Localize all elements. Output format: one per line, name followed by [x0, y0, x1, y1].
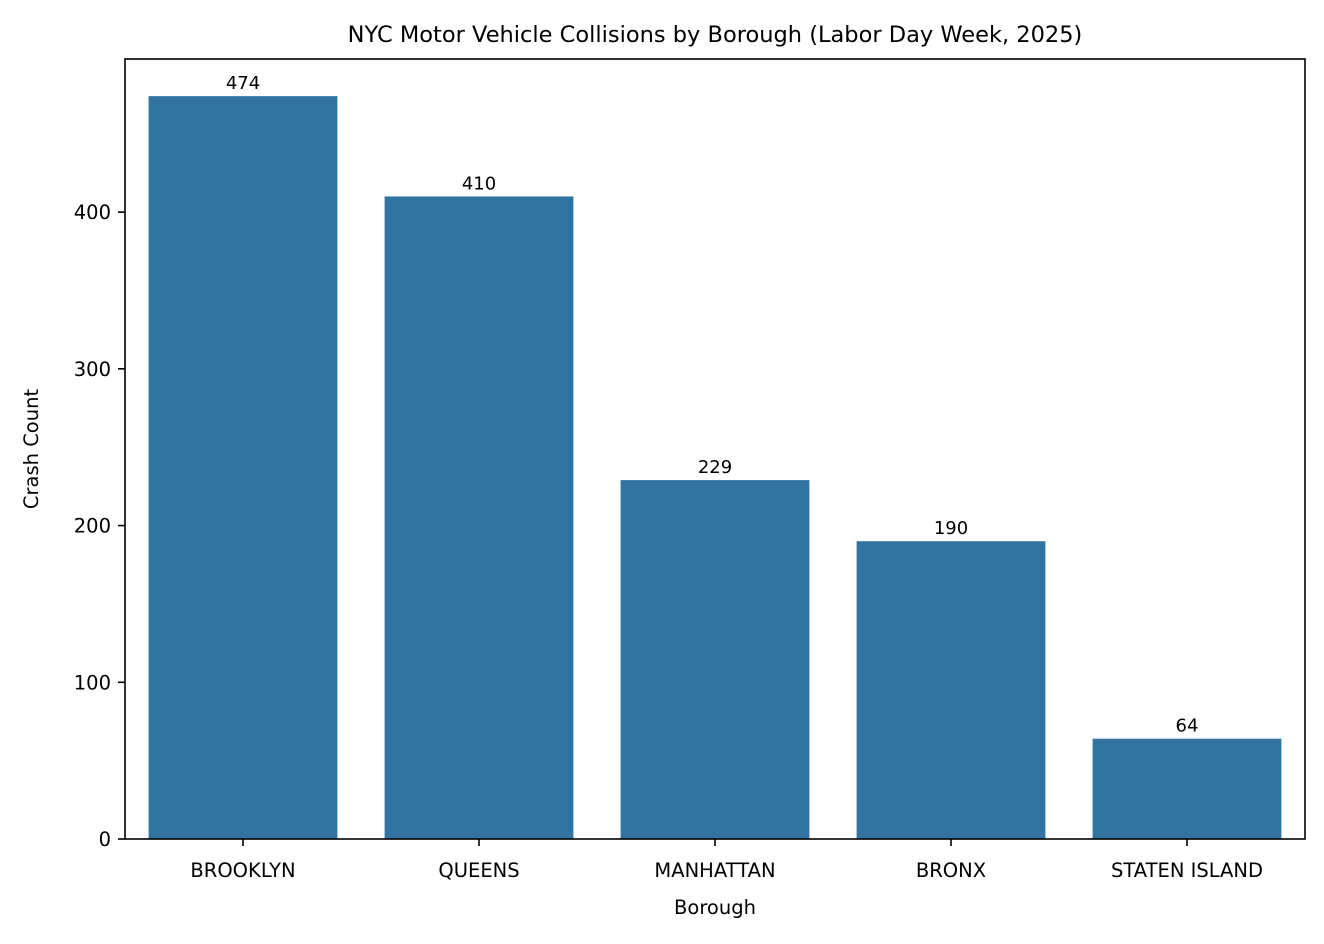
bar-manhattan — [620, 480, 810, 839]
y-axis-label: Crash Count — [20, 389, 43, 510]
chart-title: NYC Motor Vehicle Collisions by Borough … — [348, 22, 1083, 48]
bar-brooklyn — [148, 96, 338, 839]
plot-frame — [124, 58, 1306, 840]
bars-layer: 474 410 229 190 64 — [148, 73, 1282, 840]
data-label: 229 — [698, 457, 732, 478]
x-tick-label: BRONX — [916, 859, 986, 882]
x-axis: BROOKLYN QUEENS MANHATTAN BRONX STATEN ISLAN… — [190, 839, 1263, 882]
y-tick-label: 100 — [74, 671, 111, 694]
y-tick-label: 300 — [74, 358, 111, 381]
bar-bronx — [856, 541, 1046, 839]
data-label: 64 — [1176, 716, 1199, 737]
x-tick-label: STATEN ISLAND — [1111, 859, 1263, 882]
x-tick-label: MANHATTAN — [654, 859, 775, 882]
x-tick-label: QUEENS — [438, 859, 519, 882]
bar-staten-island — [1092, 738, 1282, 839]
x-tick-label: BROOKLYN — [190, 859, 295, 882]
x-axis-label: Borough — [674, 896, 756, 919]
data-label: 190 — [934, 518, 968, 539]
bar-queens — [384, 196, 574, 840]
y-axis: 0 100 200 300 400 — [74, 201, 125, 851]
y-tick-label: 400 — [74, 201, 111, 224]
data-label: 474 — [226, 73, 260, 94]
data-label: 410 — [462, 173, 496, 194]
y-tick-label: 0 — [99, 828, 111, 851]
y-tick-label: 200 — [74, 515, 111, 538]
